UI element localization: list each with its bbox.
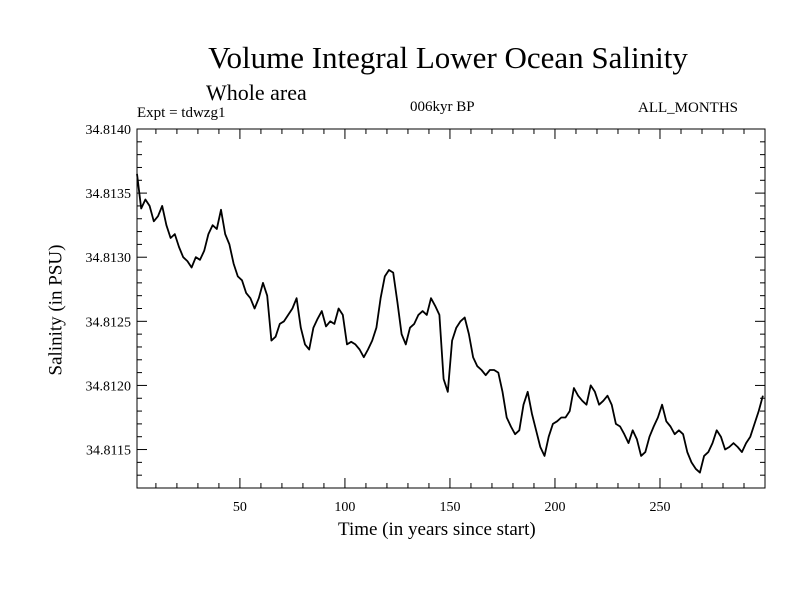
- chart-subtitle: Whole area: [206, 80, 307, 105]
- y-tick-label: 34.8130: [86, 251, 132, 266]
- plot-frame: [136, 128, 766, 489]
- experiment-label: Expt = tdwzg1: [137, 105, 226, 121]
- x-axis-label: Time (in years since start): [338, 519, 536, 540]
- chart-title: Volume Integral Lower Ocean Salinity: [208, 40, 688, 75]
- axis-ticks: [137, 129, 765, 488]
- y-tick-labels: 34.8115 34.8120 34.8125 34.8130 34.8135 34.81…: [86, 123, 132, 459]
- x-tick-label: 200: [544, 500, 565, 515]
- months-label: ALL_MONTHS: [638, 100, 738, 116]
- period-label: 006kyr BP: [410, 99, 475, 115]
- y-tick-label: 34.8120: [86, 379, 132, 394]
- x-tick-label: 150: [439, 500, 460, 515]
- y-tick-label: 34.8125: [86, 315, 132, 330]
- salinity-series-line: [136, 173, 764, 474]
- x-tick-labels: 50 100 150 200 250: [233, 500, 671, 515]
- y-tick-label: 34.8140: [86, 123, 132, 138]
- y-tick-label: 34.8135: [86, 187, 132, 202]
- x-tick-label: 250: [649, 500, 670, 515]
- x-tick-label: 100: [334, 500, 355, 515]
- x-tick-label: 50: [233, 500, 247, 515]
- y-tick-label: 34.8115: [86, 444, 131, 459]
